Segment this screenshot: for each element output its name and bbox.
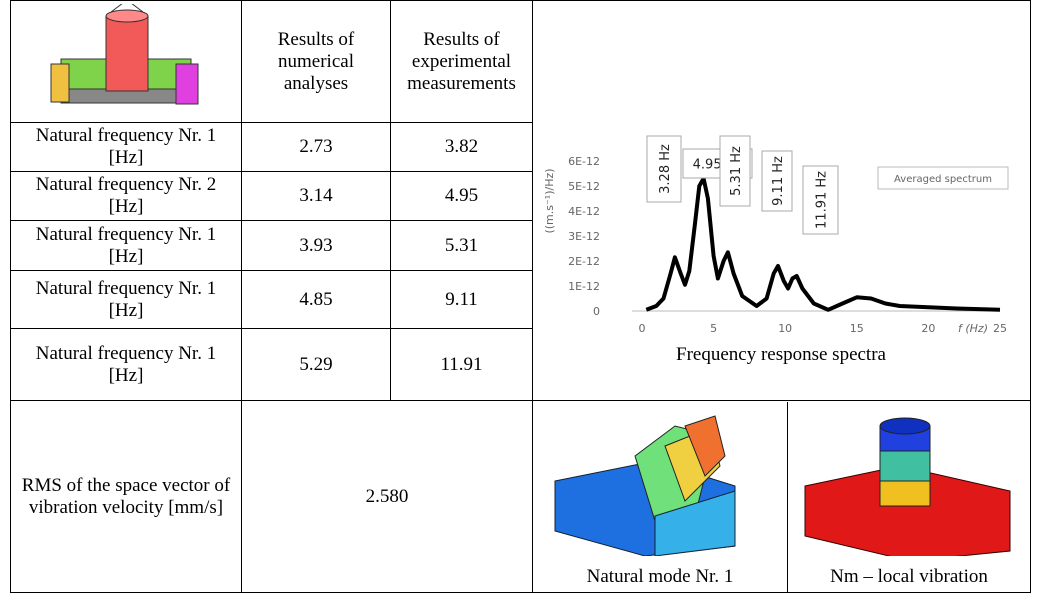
- row-label: Natural frequency Nr. 2 [Hz]: [11, 172, 242, 221]
- row-label: Natural frequency Nr. 1 [Hz]: [11, 329, 242, 401]
- y-tick-label: 5E-12: [568, 180, 600, 193]
- cell: 2.73: [242, 123, 391, 172]
- y-tick-label: 3E-12: [568, 230, 600, 243]
- header-cell: Results of experimental measurements: [391, 1, 533, 123]
- chart: 0 1E-12 2E-12 3E-12 4E-12 5E-12 6E-12 0 5 10 15 20 2…: [533, 1, 1029, 399]
- annotation: 3.28 Hz: [658, 144, 673, 194]
- y-tick-label: 4E-12: [568, 205, 600, 218]
- building-drawing: [41, 4, 211, 114]
- cell: 9.11: [391, 271, 533, 329]
- x-tick-label: 5: [710, 322, 717, 335]
- cell: 3.14: [242, 172, 391, 221]
- y-axis-label: ((m.s⁻¹)/Hz): [543, 168, 556, 233]
- cell: 4.95: [391, 172, 533, 221]
- chart-caption: Frequency response spectra: [676, 344, 887, 365]
- header-cell: Results of numerical analyses: [242, 1, 391, 123]
- rms-value: 2.580: [242, 401, 533, 593]
- mode-1-drawing: [535, 406, 785, 556]
- legend-label: Averaged spectrum: [894, 174, 992, 185]
- x-tick-label: 15: [850, 322, 864, 335]
- row-label: Natural frequency Nr. 1 [Hz]: [11, 221, 242, 271]
- caption: Nm – local vibration: [788, 566, 1030, 588]
- cell: 5.29: [242, 329, 391, 401]
- mode-images: Natural mode Nr. 1 Nm – local vibration: [533, 401, 1031, 593]
- mode-2: Nm – local vibration: [788, 402, 1030, 592]
- cell: 3.93: [242, 221, 391, 271]
- building-image: [11, 1, 242, 123]
- x-tick-label: 20: [921, 322, 935, 335]
- annotation: 11.91 Hz: [815, 171, 830, 229]
- cell: 3.82: [391, 123, 533, 172]
- page: Results of numerical analyses Results of…: [0, 0, 1041, 595]
- annotation: 9.11 Hz: [771, 156, 786, 206]
- x-tick-label: 25: [993, 322, 1007, 335]
- cell: 4.85: [242, 271, 391, 329]
- chart-cell: 0 1E-12 2E-12 3E-12 4E-12 5E-12 6E-12 0 5 10 15 20 2…: [533, 1, 1031, 401]
- mode-2-drawing: [790, 406, 1030, 556]
- x-axis-label: f (Hz): [958, 322, 988, 335]
- x-tick-label: 10: [778, 322, 792, 335]
- mode-1: Natural mode Nr. 1: [533, 402, 788, 592]
- y-tick-label: 1E-12: [568, 280, 600, 293]
- y-tick-label: 6E-12: [568, 155, 600, 168]
- annotation: 5.31 Hz: [729, 146, 744, 196]
- rms-label: RMS of the space vector of vibration vel…: [11, 401, 242, 593]
- y-tick-label: 2E-12: [568, 255, 600, 268]
- cell: 11.91: [391, 329, 533, 401]
- y-tick-label: 0: [593, 305, 600, 318]
- caption: Natural mode Nr. 1: [533, 566, 787, 588]
- row-label: Natural frequency Nr. 1 [Hz]: [11, 271, 242, 329]
- row-label: Natural frequency Nr. 1 [Hz]: [11, 123, 242, 172]
- cell: 5.31: [391, 221, 533, 271]
- results-table: Results of numerical analyses Results of…: [10, 0, 1031, 593]
- x-tick-label: 0: [639, 322, 646, 335]
- mode-row: Natural mode Nr. 1 Nm – local vibration: [533, 402, 1030, 592]
